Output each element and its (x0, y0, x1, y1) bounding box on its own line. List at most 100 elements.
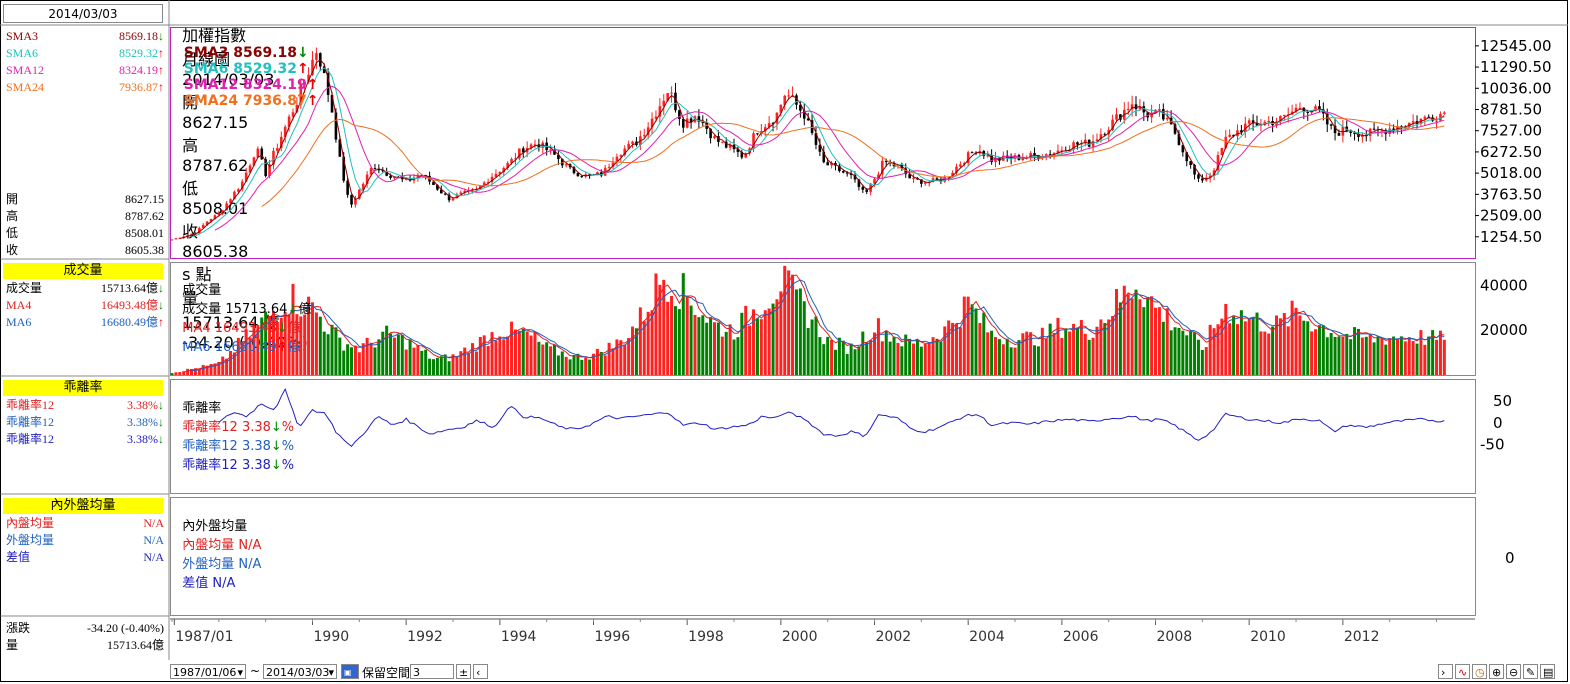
candle-body (767, 123, 771, 128)
volume-bar (1068, 331, 1072, 375)
volume-tick-label: 40000 (1480, 276, 1528, 294)
scroll-right-icon[interactable]: › (1438, 664, 1453, 679)
volume-bar (1419, 330, 1423, 375)
candle-body (611, 162, 615, 167)
volume-bar (783, 265, 787, 375)
volume-bar (369, 342, 373, 375)
zoom-out-icon[interactable]: ⊖ (1506, 664, 1521, 679)
volume-bar (595, 348, 599, 375)
candle-body (272, 150, 275, 165)
volume-bar (833, 349, 837, 375)
draw-tool-icon[interactable]: ✎ (1523, 664, 1538, 679)
arrow-up-icon: ↑ (158, 315, 164, 329)
scroll-left-icon[interactable]: ‹ (473, 664, 488, 679)
left-io-row-3: 差值 N/A (3, 549, 166, 565)
volume-bar (1380, 337, 1384, 375)
left-sma12-value: 8324.19↑ (119, 62, 164, 78)
volume-bar (650, 310, 654, 375)
candle-body (1021, 158, 1025, 161)
candle-body (498, 172, 502, 174)
candle-body (752, 133, 755, 149)
volume-bar (994, 336, 998, 375)
clock-icon[interactable]: ◷ (1472, 664, 1487, 679)
arrow-down-icon: ↓ (270, 420, 282, 435)
candle-body (654, 116, 658, 119)
volume-bar (713, 322, 716, 375)
candle-body (904, 168, 908, 175)
candle-body (596, 172, 599, 175)
x-tick-label: 2012 (1344, 629, 1380, 645)
sma3-line (179, 59, 1445, 239)
candle-body (689, 118, 693, 123)
price-tick-label: 8781.50 (1480, 100, 1542, 118)
volume-bar (982, 312, 986, 375)
volume-bar (221, 356, 225, 375)
legend-sma3-text: SMA3 8569.18 (183, 45, 297, 61)
candle-body (1162, 109, 1165, 120)
volume-bar (1423, 344, 1427, 375)
volume-bar (1403, 341, 1407, 375)
price-tick-label: 3763.50 (1480, 185, 1542, 203)
volume-bar (697, 317, 701, 375)
price-legend: SMA3 8569.18↓ SMA6 8529.32↑ SMA12 8324.1… (174, 29, 333, 109)
volume-bar (240, 341, 244, 375)
left-sma3-num: 8569.18 (119, 29, 158, 43)
volume-bar (1271, 326, 1275, 375)
header-unit: s 點 (182, 265, 212, 284)
candle-body (576, 173, 580, 177)
candle-body (705, 122, 708, 129)
volume-bar (744, 305, 748, 375)
volume-bar (724, 331, 728, 375)
candle-body (1158, 109, 1161, 111)
volume-bar (1060, 337, 1064, 375)
candle-body (951, 172, 954, 177)
x-tick-label: 1987/01 (175, 629, 233, 645)
candle-body (381, 170, 385, 172)
volume-bar (826, 336, 830, 375)
left-change-value: -34.20 (-0.40%) (87, 621, 164, 635)
candle-body (1431, 117, 1434, 121)
candle-body (627, 143, 630, 149)
line-chart-icon[interactable]: ∿ (1455, 664, 1470, 679)
price-panel (170, 47, 1446, 241)
print-icon[interactable]: ▤ (1540, 664, 1555, 679)
candle-body (1072, 142, 1075, 150)
candle-body (502, 168, 506, 173)
start-date-select[interactable]: 1987/01/06 ▾ (170, 664, 246, 679)
bias-tick-label: 0 (1493, 414, 1503, 432)
candle-body (451, 198, 455, 201)
volume-bar (1438, 330, 1442, 375)
candle-body (1189, 161, 1192, 166)
candle-body (658, 106, 662, 117)
reserve-input[interactable]: 3 (410, 664, 454, 679)
candle-body (685, 118, 689, 128)
zoom-in-icon[interactable]: ⊕ (1489, 664, 1504, 679)
volume-bar (1275, 315, 1279, 375)
volume-bar (658, 284, 662, 375)
candle-body (1146, 112, 1150, 118)
candle-body (560, 159, 564, 166)
apply-icon[interactable]: ▣ (341, 664, 359, 679)
candle-body (810, 120, 814, 134)
volume-bar (701, 315, 705, 375)
left-low-label: 低 (6, 226, 19, 240)
volume-bar (455, 356, 459, 375)
volume-bar (662, 279, 666, 375)
volume-bar (728, 324, 732, 375)
candle-body (1201, 178, 1204, 181)
arrow-up-icon: ↑ (296, 61, 309, 77)
spinner-icon[interactable]: ± (456, 664, 471, 679)
volume-bar (463, 347, 467, 375)
candle-body (1423, 116, 1427, 119)
candle-body (1185, 152, 1189, 162)
candle-body (439, 189, 443, 194)
volume-bar (1411, 341, 1415, 375)
volume-bar (346, 344, 350, 375)
candle-body (646, 127, 650, 136)
volume-bar (607, 342, 611, 375)
volume-bar (1130, 298, 1134, 375)
candle-body (213, 215, 217, 219)
end-date-select[interactable]: 2014/03/03 ▾ (263, 664, 337, 679)
x-tick-label: 2006 (1063, 629, 1099, 645)
chart-header: 加權指數 月線圖 2014/03/03 開 8627.15 高 8787.62 … (172, 3, 308, 352)
